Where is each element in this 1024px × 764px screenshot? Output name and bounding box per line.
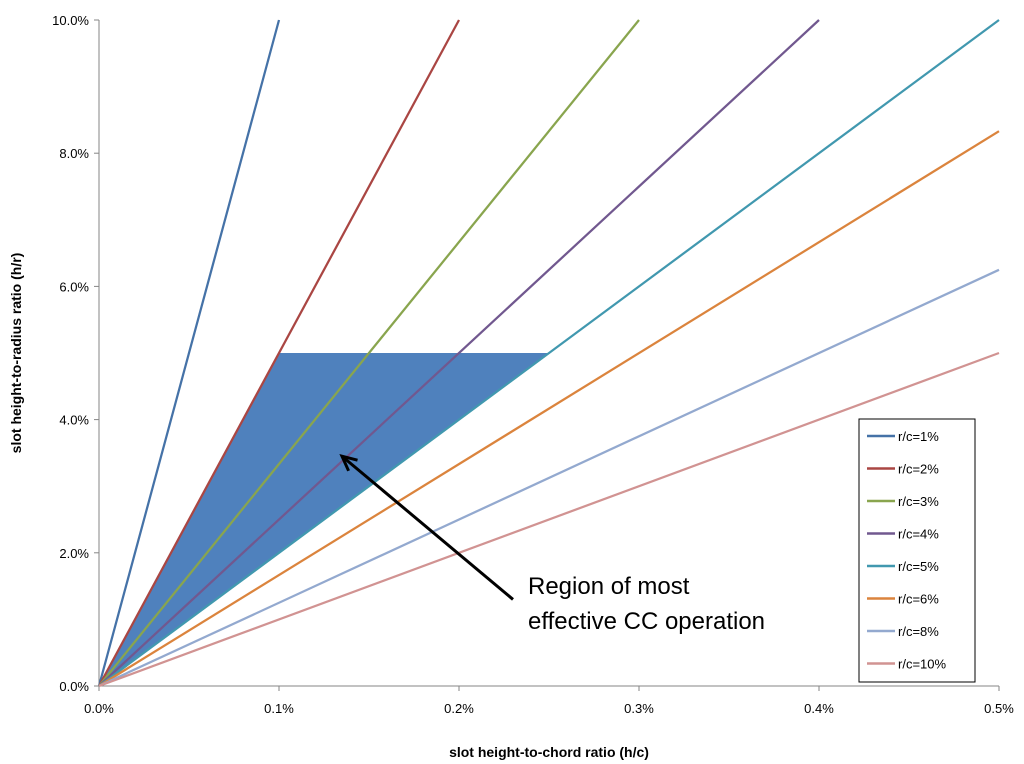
x-tick-label: 0.4% (804, 701, 834, 716)
annotation-line-1: Region of most (528, 573, 690, 600)
x-tick-label: 0.3% (624, 701, 654, 716)
legend-label-8: r/c=10% (898, 657, 946, 672)
series-line-7 (98, 268, 1000, 688)
series-line-4 (98, 19, 820, 687)
legend-label-6: r/c=6% (898, 592, 939, 607)
series-line-5 (98, 19, 1000, 687)
legend-label-4: r/c=4% (898, 527, 939, 542)
series-line-1 (97, 19, 281, 687)
legend-label-5: r/c=5% (898, 559, 939, 574)
annotation-layer: Region of most effective CC operation (339, 454, 765, 635)
series-line-2 (98, 19, 460, 687)
axes-layer: 0.0% 2.0% 4.0% 6.0% 8.0% 10.0% 0.0% 0.1% 0.2% 0.3… (52, 13, 1014, 716)
y-tick-label: 6.0% (59, 279, 89, 294)
legend: r/c=1% r/c=2% r/c=3% r/c=4% r/c=5% r/c=6% r/c=… (858, 418, 976, 683)
annotation-line-2: effective CC operation (528, 608, 765, 635)
legend-label-2: r/c=2% (898, 462, 939, 477)
series-line-3 (98, 19, 640, 687)
legend-box (858, 418, 976, 683)
x-tick-label: 0.2% (444, 701, 474, 716)
x-axis-title: slot height-to-chord ratio (h/c) (449, 744, 649, 760)
y-tick-label: 0.0% (59, 679, 89, 694)
annotation-arrow (341, 455, 514, 601)
series-line-8 (98, 351, 1000, 688)
y-axis-title: slot height-to-radius ratio (h/r) (8, 253, 24, 454)
x-tick-label: 0.1% (264, 701, 294, 716)
y-tick-label: 4.0% (59, 413, 89, 428)
legend-label-1: r/c=1% (898, 429, 939, 444)
series-line-6 (98, 130, 1000, 687)
annotation-arrowhead (339, 454, 358, 472)
series-layer (97, 19, 1000, 688)
y-tick-label: 10.0% (52, 13, 89, 28)
y-tick-label: 2.0% (59, 546, 89, 561)
x-tick-label: 0.5% (984, 701, 1014, 716)
y-tick-label: 8.0% (59, 146, 89, 161)
legend-label-7: r/c=8% (898, 624, 939, 639)
x-tick-label: 0.0% (84, 701, 114, 716)
legend-label-3: r/c=3% (898, 494, 939, 509)
